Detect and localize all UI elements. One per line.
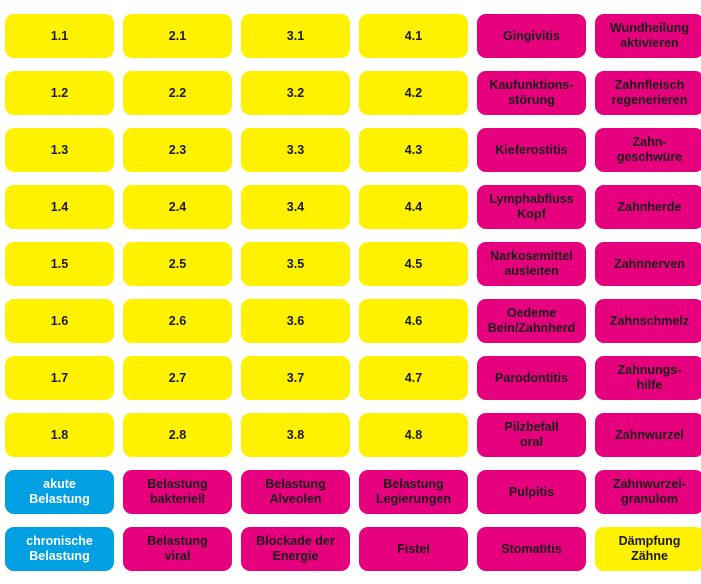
tile-r1-c4[interactable]: 4.1: [359, 14, 468, 58]
tile-r5-c2[interactable]: 2.5: [123, 242, 232, 286]
tile-r7-c4[interactable]: 4.7: [359, 356, 468, 400]
tile-r2-c2[interactable]: 2.2: [123, 71, 232, 115]
tile-r9-c2[interactable]: Belastung bakteriell: [123, 470, 232, 514]
tile-r3-c4[interactable]: 4.3: [359, 128, 468, 172]
tile-r2-c5[interactable]: Kaufunktions- störung: [477, 71, 586, 115]
tile-r9-c5[interactable]: Pulpitis: [477, 470, 586, 514]
tile-r1-c1[interactable]: 1.1: [5, 14, 114, 58]
tile-r4-c5[interactable]: Lymphabfluss Kopf: [477, 185, 586, 229]
tile-r6-c2[interactable]: 2.6: [123, 299, 232, 343]
tile-r1-c5[interactable]: Gingivitis: [477, 14, 586, 58]
tile-r1-c3[interactable]: 3.1: [241, 14, 350, 58]
tile-r2-c3[interactable]: 3.2: [241, 71, 350, 115]
tile-r5-c4[interactable]: 4.5: [359, 242, 468, 286]
tile-r8-c3[interactable]: 3.8: [241, 413, 350, 457]
tile-r5-c1[interactable]: 1.5: [5, 242, 114, 286]
tile-r3-c2[interactable]: 2.3: [123, 128, 232, 172]
tile-r4-c6[interactable]: Zahnherde: [595, 185, 701, 229]
tile-r6-c4[interactable]: 4.6: [359, 299, 468, 343]
tile-r5-c6[interactable]: Zahnnerven: [595, 242, 701, 286]
tile-r6-c3[interactable]: 3.6: [241, 299, 350, 343]
tile-r2-c4[interactable]: 4.2: [359, 71, 468, 115]
tile-r2-c1[interactable]: 1.2: [5, 71, 114, 115]
tile-r7-c1[interactable]: 1.7: [5, 356, 114, 400]
tile-r1-c2[interactable]: 2.1: [123, 14, 232, 58]
tile-r5-c3[interactable]: 3.5: [241, 242, 350, 286]
tile-r4-c2[interactable]: 2.4: [123, 185, 232, 229]
tile-r9-c1[interactable]: akute Belastung: [5, 470, 114, 514]
tile-r8-c5[interactable]: Pilzbefall oral: [477, 413, 586, 457]
tile-r7-c2[interactable]: 2.7: [123, 356, 232, 400]
tile-r9-c6[interactable]: Zahnwurzel- granulom: [595, 470, 701, 514]
tile-r9-c4[interactable]: Belastung Legierungen: [359, 470, 468, 514]
tile-r4-c4[interactable]: 4.4: [359, 185, 468, 229]
tile-r8-c4[interactable]: 4.8: [359, 413, 468, 457]
tile-r5-c5[interactable]: Narkosemittel ausleiten: [477, 242, 586, 286]
tile-r10-c3[interactable]: Blockade der Energie: [241, 527, 350, 571]
tile-r2-c6[interactable]: Zahnfleisch regenerieren: [595, 71, 701, 115]
tile-r3-c3[interactable]: 3.3: [241, 128, 350, 172]
tile-r9-c3[interactable]: Belastung Alveolen: [241, 470, 350, 514]
tile-r8-c6[interactable]: Zahnwurzel: [595, 413, 701, 457]
tile-r7-c5[interactable]: Parodontitis: [477, 356, 586, 400]
tile-r7-c3[interactable]: 3.7: [241, 356, 350, 400]
tile-r10-c6[interactable]: Dämpfung Zähne: [595, 527, 701, 571]
tile-r10-c1[interactable]: chronische Belastung: [5, 527, 114, 571]
tile-r6-c5[interactable]: Oedeme Bein/Zahnherd: [477, 299, 586, 343]
tile-r10-c5[interactable]: Stomatitis: [477, 527, 586, 571]
tile-r6-c6[interactable]: Zahnschmelz: [595, 299, 701, 343]
tile-r10-c2[interactable]: Belastung viral: [123, 527, 232, 571]
tile-r3-c6[interactable]: Zahn- geschwüre: [595, 128, 701, 172]
tile-r8-c2[interactable]: 2.8: [123, 413, 232, 457]
tile-r3-c1[interactable]: 1.3: [5, 128, 114, 172]
tile-r6-c1[interactable]: 1.6: [5, 299, 114, 343]
tile-r3-c5[interactable]: Kieferostitis: [477, 128, 586, 172]
tile-r8-c1[interactable]: 1.8: [5, 413, 114, 457]
tile-r10-c4[interactable]: Fistel: [359, 527, 468, 571]
tile-r4-c1[interactable]: 1.4: [5, 185, 114, 229]
tile-r1-c6[interactable]: Wundheilung aktivieren: [595, 14, 701, 58]
tile-r7-c6[interactable]: Zahnungs- hilfe: [595, 356, 701, 400]
tile-r4-c3[interactable]: 3.4: [241, 185, 350, 229]
